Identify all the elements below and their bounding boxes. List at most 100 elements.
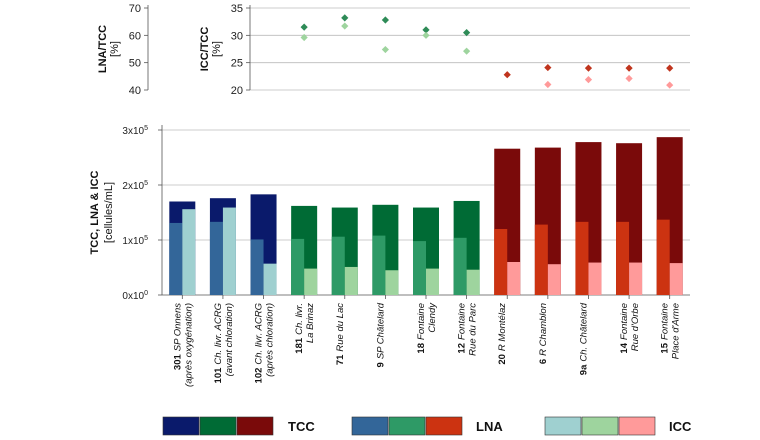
- icc-bar: [385, 270, 399, 295]
- lna-bar: [575, 221, 589, 295]
- tick-base: 0x10: [122, 291, 144, 302]
- legend: TCC LNA ICC: [162, 416, 692, 436]
- lna-bar: [331, 236, 345, 295]
- x-category-sublabel: Place d'Arme: [671, 303, 682, 359]
- y-tick-label: 25: [231, 58, 243, 70]
- lna-bar: [413, 241, 426, 295]
- tcc-ratio-marker: [300, 23, 308, 31]
- tick-exponent: 0: [144, 290, 148, 297]
- category-number: 20: [497, 354, 508, 365]
- lna-bar: [372, 235, 386, 295]
- legend-label-icc: ICC: [669, 419, 692, 434]
- lna-bar: [453, 237, 467, 295]
- legend-swatch-icc-red: [618, 416, 656, 436]
- category-number: 15: [660, 342, 671, 353]
- tcc-ratio-marker: [625, 64, 633, 72]
- x-category-label: 9 SP Châtelard: [375, 302, 386, 367]
- x-category-label: 6 R Chamblon: [538, 303, 549, 364]
- icc-bar: [182, 209, 196, 295]
- tcc-ratio-marker: [503, 71, 511, 79]
- tick-base: 1x10: [122, 236, 144, 247]
- category-name: Ch. livr. ACRG: [213, 303, 224, 365]
- category-name: Ch. livr. ACRG: [254, 303, 265, 365]
- category-name: SP Onnens: [172, 303, 183, 351]
- legend-swatch-lna-red: [425, 416, 463, 436]
- legend-swatch-lna-green: [388, 416, 426, 436]
- icc-ratio-marker: [463, 47, 471, 55]
- icc-ratio-marker: [381, 45, 389, 54]
- legend-swatch-icc-green: [581, 416, 619, 436]
- icc-ratio-marker: [341, 22, 349, 30]
- lna-bar: [169, 222, 183, 295]
- category-name: SP Châtelard: [375, 302, 386, 359]
- legend-swatch-icc-blue: [544, 416, 582, 436]
- x-category-label: 12 Fontaine: [457, 303, 468, 354]
- x-category-label: 101 Ch. livr. ACRG: [213, 303, 224, 383]
- y-tick-label: 0x100: [122, 290, 148, 302]
- y-axis-label: TCC, LNA & ICC: [89, 170, 101, 254]
- y-tick-label: 60: [129, 30, 141, 42]
- icc-bar: [263, 263, 277, 295]
- category-number: 181: [294, 337, 305, 354]
- legend-swatch-tcc-blue: [162, 416, 200, 436]
- icc-bar: [507, 262, 521, 295]
- icc-ratio-marker: [544, 80, 552, 89]
- category-name: Ch. Châtelard: [578, 302, 589, 361]
- tick-base: 2x10: [122, 181, 144, 192]
- x-category-sublabel: Rue d'Orbe: [630, 303, 641, 351]
- tick-exponent: 5: [144, 235, 148, 242]
- icc-ratio-marker: [300, 33, 308, 42]
- x-category-sublabel: Clendy: [427, 302, 438, 333]
- x-category-label: 181 Ch. livr.: [294, 303, 305, 354]
- x-category-label: 14 Fontaine: [619, 303, 630, 354]
- icc-bar: [344, 266, 358, 295]
- category-name: Rue du Lac: [335, 303, 346, 352]
- category-name: Fontaine: [416, 303, 427, 340]
- x-category-sublabel: La Brinaz: [305, 303, 316, 343]
- category-number: 102: [254, 368, 265, 384]
- category-number: 12: [457, 343, 468, 354]
- lna-bar: [250, 239, 264, 295]
- icc-tcc-panel: 20 25 30 35 ICC/TCC [%]: [199, 3, 690, 97]
- x-category-sublabel: Rue du Parc: [468, 303, 479, 356]
- category-number: 301: [172, 354, 183, 371]
- lna-bar: [291, 238, 305, 295]
- legend-swatch-tcc-green: [199, 416, 237, 436]
- x-category-sublabel: (après oxygénation): [183, 303, 194, 387]
- tick-base: 3x10: [122, 126, 144, 137]
- category-number: 71: [335, 354, 346, 365]
- icc-bar: [466, 269, 480, 295]
- icc-ratio-marker: [666, 81, 674, 89]
- y-axis-unit: [%]: [109, 41, 121, 57]
- category-number: 6: [538, 359, 549, 364]
- x-category-label: 18 Fontaine: [416, 303, 427, 354]
- category-number: 18: [416, 343, 427, 354]
- y-axis-unit: [cellules/mL]: [103, 182, 115, 243]
- tcc-ratio-marker: [666, 64, 674, 72]
- x-category-sublabel: (avant chloration): [224, 303, 235, 376]
- y-axis-unit: [%]: [211, 41, 223, 57]
- icc-ratio-marker: [422, 31, 430, 39]
- y-axis-label: ICC/TCC: [199, 27, 211, 72]
- icc-bar: [669, 263, 683, 295]
- tcc-ratio-marker: [463, 29, 471, 37]
- icc-ratio-marker: [584, 76, 593, 84]
- x-category-label: 102 Ch. livr. ACRG: [254, 303, 265, 383]
- legend-swatch-lna-blue: [351, 416, 389, 436]
- lna-tcc-panel: 40 50 60 70 LNA/TCC [%]: [97, 3, 149, 97]
- category-name: R Chamblon: [538, 303, 549, 356]
- lna-bar: [534, 224, 548, 295]
- lna-bar: [656, 219, 670, 295]
- icc-bar: [222, 207, 236, 295]
- x-category-label: 15 Fontaine: [660, 303, 671, 354]
- category-number: 9a: [578, 364, 589, 375]
- y-tick-label: 1x105: [122, 235, 148, 247]
- icc-bar: [426, 268, 439, 295]
- legend-swatch-tcc-red: [236, 416, 274, 436]
- y-tick-label: 3x105: [122, 125, 148, 137]
- legend-label-tcc: TCC: [288, 419, 315, 434]
- tick-exponent: 5: [144, 180, 148, 187]
- y-tick-label: 50: [129, 58, 141, 70]
